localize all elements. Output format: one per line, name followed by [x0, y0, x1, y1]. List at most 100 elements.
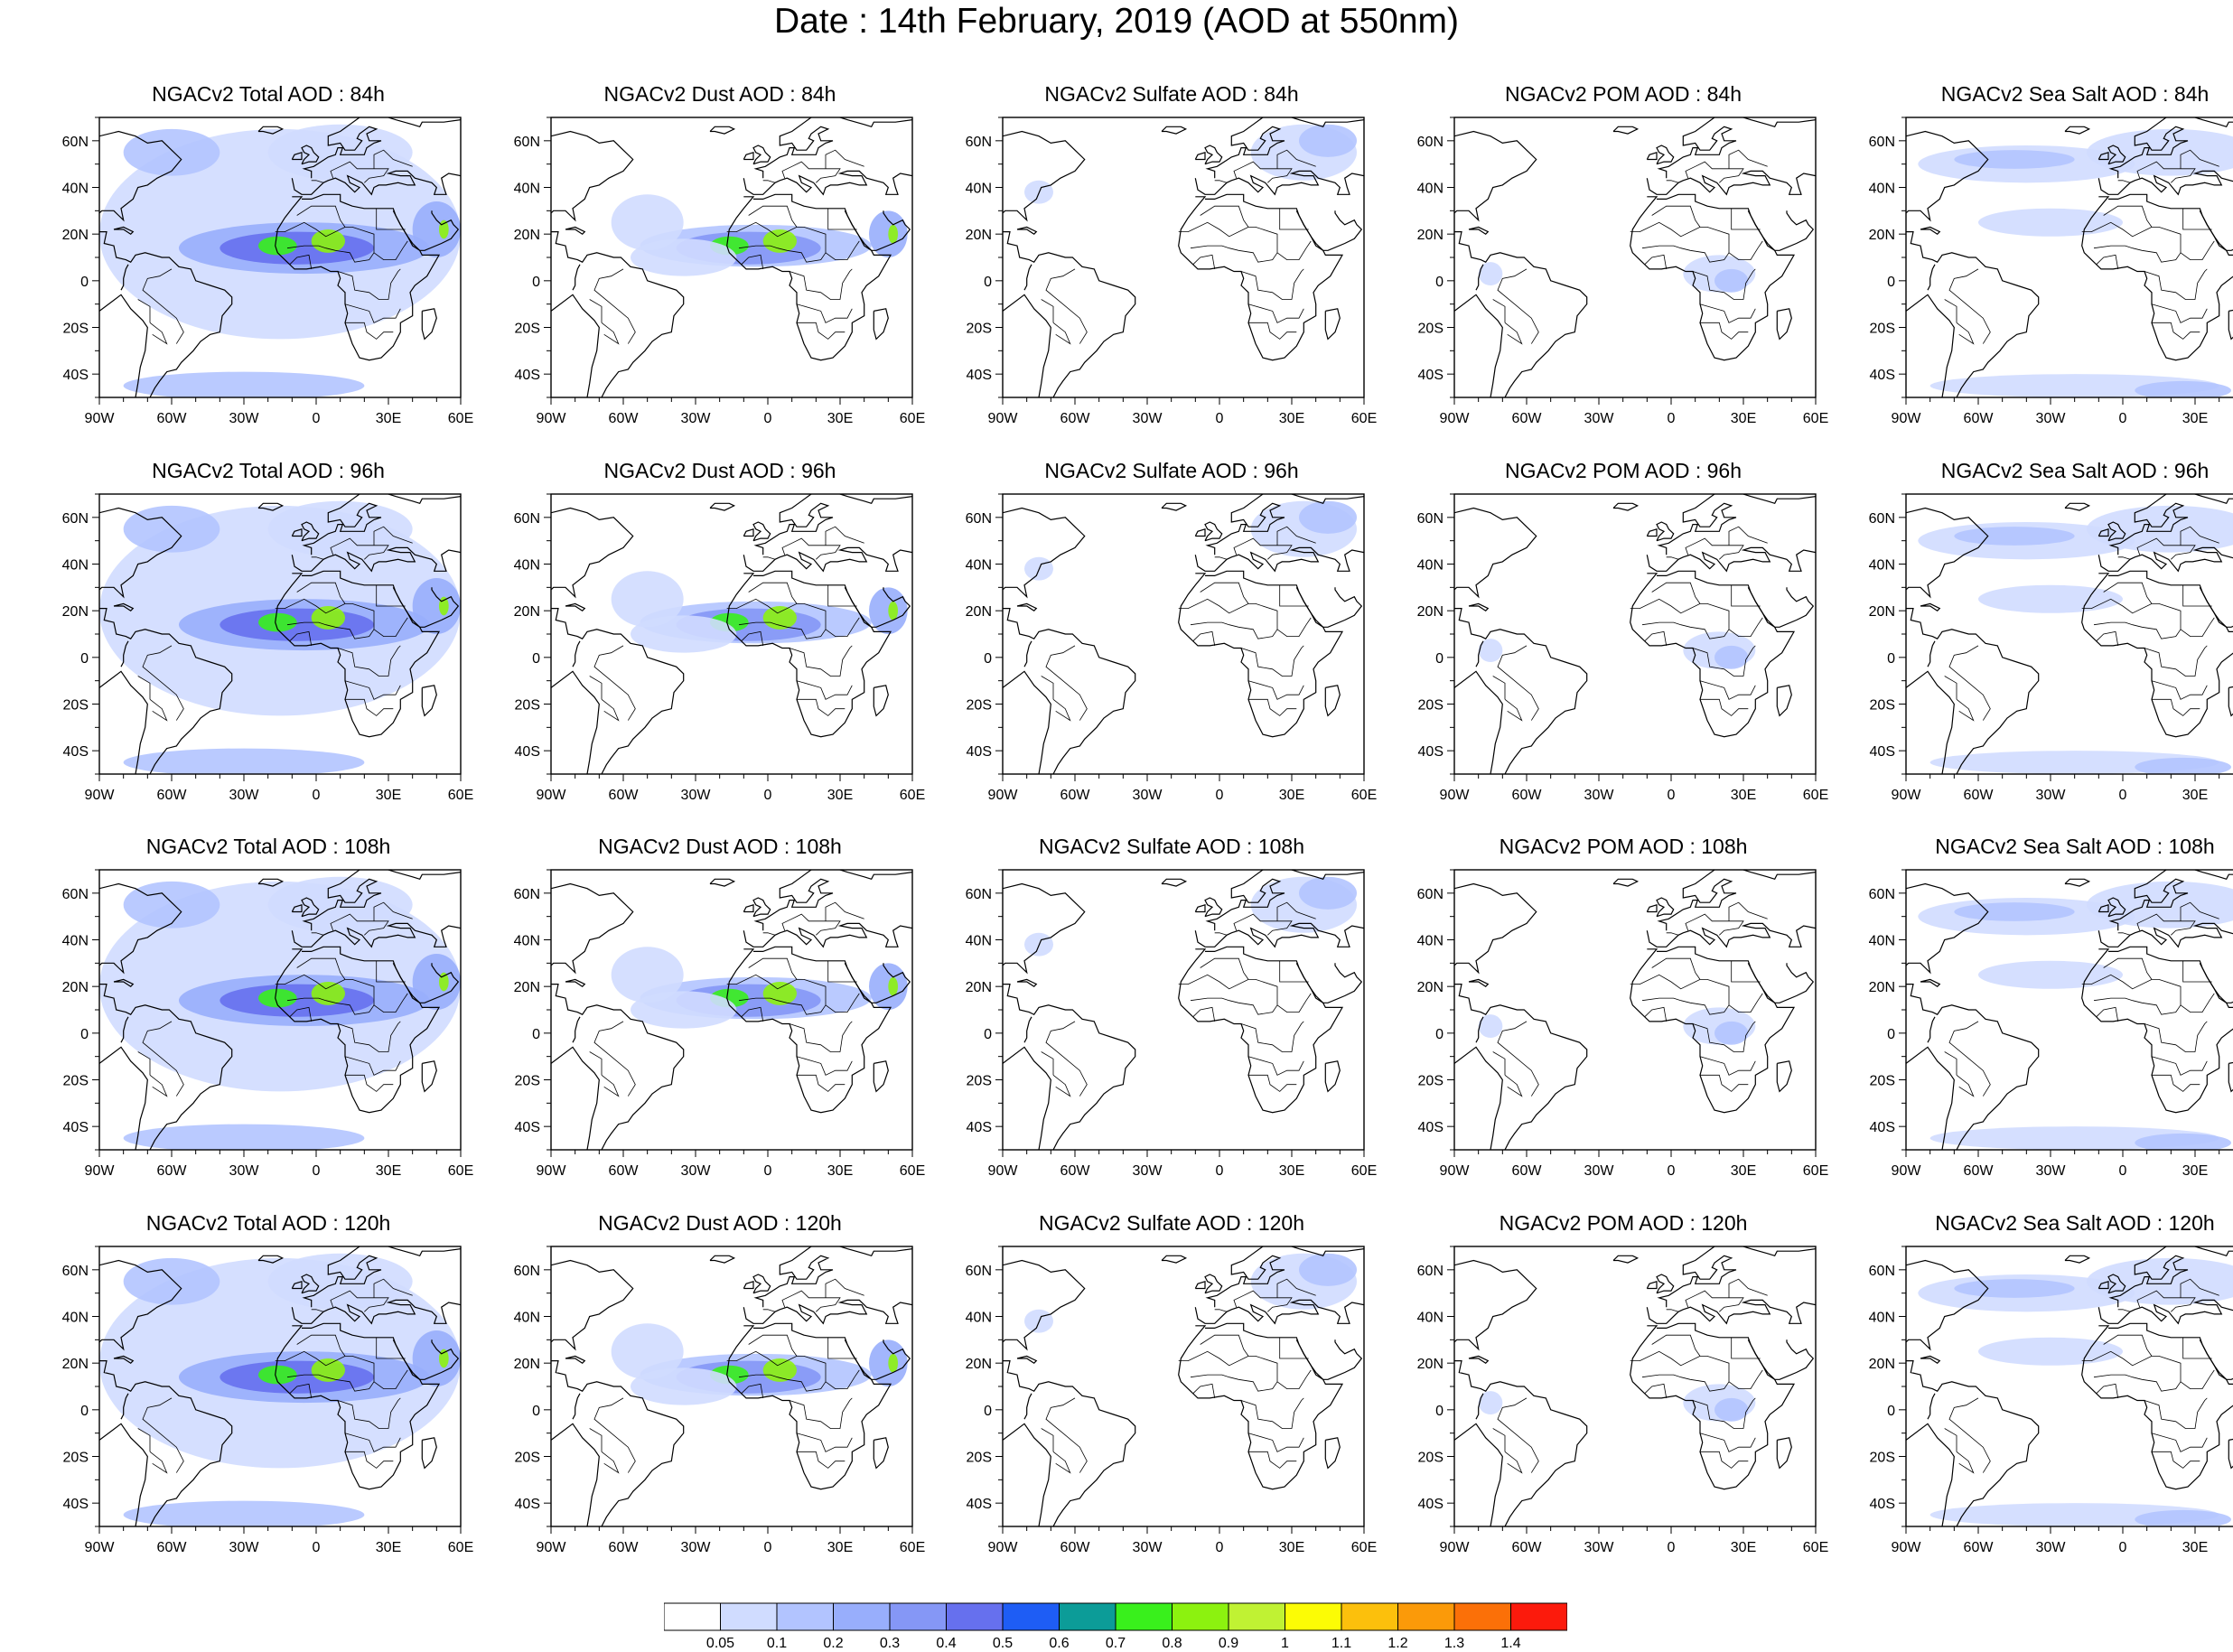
coastline	[1204, 1274, 1223, 1294]
country-border	[726, 598, 827, 639]
country-border	[1247, 680, 1304, 700]
colorbar-label: 1.3	[1444, 1636, 1464, 1649]
x-tick-label: 0	[2119, 788, 2127, 803]
aod-plume	[1954, 150, 2075, 169]
colorbar-swatch	[720, 1602, 778, 1631]
country-border	[1630, 221, 1730, 263]
coastline	[1747, 963, 1815, 1003]
coastline	[2098, 151, 2109, 161]
country-border	[1731, 584, 1761, 607]
coastline	[2199, 210, 2233, 251]
country-border	[1944, 299, 1957, 323]
country-border	[344, 680, 401, 700]
coastline	[551, 608, 685, 774]
colorbar-label: 0.8	[1162, 1636, 1182, 1649]
aod-plume	[1954, 527, 2075, 546]
aod-plume	[439, 1349, 449, 1368]
coastline	[1906, 608, 2040, 774]
map-panel-total-120h: NGACv2 Total AOD : 120h 90W 60W 30W 0 30E 60E 6…	[50, 1210, 483, 1581]
aod-field	[1906, 870, 2233, 1150]
x-tick-label: 60W	[1964, 1540, 1995, 1555]
x-tick-label: 60W	[609, 1540, 640, 1555]
country-border	[337, 268, 401, 300]
colorbar-label: 0.1	[767, 1636, 787, 1649]
country-border	[345, 1074, 394, 1092]
coastline	[257, 878, 285, 887]
country-border	[1248, 1451, 1297, 1469]
country-border	[1651, 205, 1701, 228]
x-tick-label: 0	[313, 1163, 321, 1179]
coastline	[1178, 1322, 1344, 1490]
coastline	[1906, 231, 2040, 397]
aod-plume	[123, 371, 365, 397]
coastline	[2199, 587, 2233, 628]
country-border	[373, 149, 413, 169]
x-tick-label: 60W	[157, 1540, 188, 1555]
country-border	[1956, 322, 1975, 345]
coastline	[1475, 264, 1484, 291]
aod-plume	[123, 505, 220, 553]
y-tick-label: 40N	[1869, 934, 1895, 949]
country-border	[1700, 1074, 1749, 1092]
panel-title: NGACv2 Dust AOD : 96h	[603, 459, 836, 482]
x-tick-label: 30E	[1279, 1540, 1304, 1555]
coastline	[2098, 546, 2233, 573]
country-border	[1192, 254, 1216, 269]
country-border	[1700, 698, 1749, 716]
aod-plume	[258, 236, 297, 256]
coastline	[2108, 1246, 2233, 1308]
coastline	[1454, 130, 1537, 222]
colorbar-label: 0.9	[1219, 1636, 1238, 1649]
coastline	[120, 264, 129, 291]
aod-plume	[1714, 268, 1749, 293]
coastline	[1454, 608, 1588, 774]
country-border	[1279, 960, 1309, 983]
coastline	[2108, 494, 2233, 555]
aod-plume	[762, 1358, 797, 1382]
y-tick-label: 40N	[514, 934, 540, 949]
coastline	[1016, 978, 1038, 987]
country-border	[2180, 1278, 2219, 1298]
aod-plume	[2135, 757, 2231, 774]
coastline	[1454, 984, 1588, 1150]
panel-title: NGACv2 Total AOD : 120h	[145, 1211, 391, 1235]
y-tick-label: 20N	[1417, 980, 1444, 995]
x-tick-label: 30W	[681, 1163, 712, 1179]
coastline	[2064, 878, 2091, 887]
coastline	[1906, 984, 2040, 1150]
country-border	[1248, 698, 1297, 716]
x-tick-label: 60E	[1803, 411, 1828, 426]
aod-plume	[267, 124, 413, 181]
coastline	[1205, 494, 1364, 555]
colorbar-swatch	[889, 1602, 947, 1631]
country-border	[2117, 1309, 2131, 1312]
x-tick-label: 90W	[1440, 788, 1471, 803]
coastline	[1468, 1355, 1490, 1364]
map-panel-total-84h: NGACv2 Total AOD : 84h 90W 60W 30W 0 30E 60E 60…	[50, 81, 483, 452]
x-tick-label: 60E	[1803, 1163, 1828, 1179]
country-border	[344, 1433, 401, 1452]
country-border	[337, 645, 401, 677]
country-border	[2180, 526, 2219, 546]
y-tick-label: 60N	[966, 887, 992, 902]
coastline	[1468, 226, 1490, 235]
coastline	[1776, 685, 1792, 717]
coastline	[844, 587, 911, 628]
coastline	[1295, 587, 1363, 628]
country-border	[1692, 645, 1756, 677]
country-border	[601, 1074, 620, 1097]
country-border	[1233, 537, 1293, 560]
coastline	[1454, 1423, 1503, 1526]
country-border	[1651, 582, 1701, 604]
country-border	[1948, 1021, 1991, 1097]
x-tick-label: 30W	[1584, 788, 1615, 803]
coastline	[275, 570, 441, 738]
country-border	[2152, 1074, 2200, 1092]
coastline	[551, 882, 634, 975]
x-tick-label: 0	[1668, 788, 1676, 803]
x-tick-label: 60E	[1803, 1540, 1828, 1555]
